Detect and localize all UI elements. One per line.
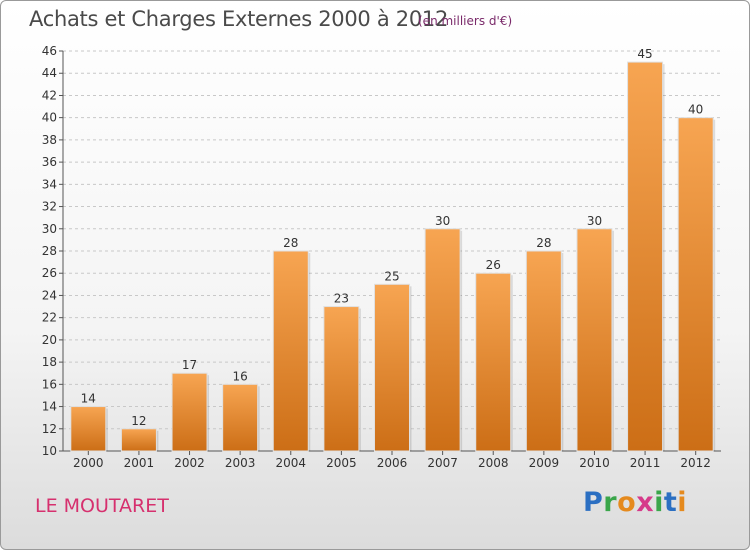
bar-2000 — [70, 406, 107, 452]
x-tick-label: 2006 — [377, 456, 408, 470]
x-tick-label: 2009 — [529, 456, 560, 470]
y-tick-label: 10 — [42, 444, 57, 458]
x-tick-label: 2011 — [630, 456, 661, 470]
x-tick-label: 2008 — [478, 456, 509, 470]
y-tick-label: 38 — [42, 133, 57, 147]
y-tick-label: 22 — [42, 311, 57, 325]
bar-2011 — [627, 61, 664, 452]
data-label: 45 — [637, 47, 652, 61]
y-tick-label: 16 — [42, 377, 57, 391]
chart-subtitle: (en milliers d'€) — [418, 14, 513, 28]
data-label: 26 — [486, 258, 501, 272]
data-label: 25 — [384, 269, 399, 283]
data-label: 28 — [283, 236, 298, 250]
data-labels: 14 12 17 16 28 23 25 30 26 28 30 45 40 — [81, 47, 704, 428]
bar-2007 — [424, 228, 461, 452]
x-tick-label: 2012 — [680, 456, 711, 470]
x-tick-label: 2005 — [326, 456, 357, 470]
y-tick-label: 14 — [42, 400, 57, 414]
x-tick-label: 2001 — [124, 456, 155, 470]
y-tick-label: 46 — [42, 44, 57, 58]
bar-2002 — [171, 372, 208, 452]
x-tick-label: 2004 — [275, 456, 306, 470]
bar-2009 — [525, 250, 562, 452]
x-tick-label: 2010 — [579, 456, 610, 470]
y-tick-label: 26 — [42, 266, 57, 280]
y-tick-label: 20 — [42, 333, 57, 347]
bar-2010 — [576, 228, 613, 452]
data-label: 28 — [536, 236, 551, 250]
data-label: 12 — [131, 414, 146, 428]
y-tick-label: 36 — [42, 155, 57, 169]
y-tick-label: 32 — [42, 200, 57, 214]
y-tick-label: 18 — [42, 355, 57, 369]
chart-title: Achats et Charges Externes 2000 à 2012 — [29, 7, 449, 31]
x-tick-label: 2007 — [427, 456, 458, 470]
x-tick-label: 2000 — [73, 456, 104, 470]
y-tick-label: 42 — [42, 88, 57, 102]
data-label: 14 — [81, 392, 96, 406]
bar-2006 — [374, 283, 410, 452]
bar-2005 — [323, 306, 360, 452]
data-label: 40 — [688, 103, 703, 117]
y-tick-label: 44 — [42, 66, 57, 80]
bar-2008 — [475, 272, 512, 452]
proxiti-logo: Proxiti — [583, 487, 688, 518]
y-axis-ticks: 10 12 14 16 18 20 22 24 26 28 30 32 34 36 38 40 42 44 46 — [42, 44, 721, 458]
y-tick-label: 24 — [42, 288, 57, 302]
data-label: 16 — [233, 369, 248, 383]
data-label: 23 — [334, 292, 349, 306]
data-label: 17 — [182, 358, 197, 372]
location-name: LE MOUTARET — [35, 495, 169, 517]
bar-2001 — [120, 428, 157, 452]
data-label: 30 — [435, 214, 450, 228]
x-tick-label: 2002 — [174, 456, 205, 470]
bar-2003 — [222, 383, 259, 452]
bar-2012 — [677, 117, 714, 452]
x-axis-ticks: 2000 2001 2002 2003 2004 2005 2006 2007 2008 2009… — [73, 451, 711, 470]
y-tick-label: 28 — [42, 244, 57, 258]
y-tick-label: 12 — [42, 422, 57, 436]
bar-2004 — [272, 250, 309, 452]
y-tick-label: 34 — [42, 177, 57, 191]
bars — [70, 61, 716, 452]
y-tick-label: 40 — [42, 111, 57, 125]
y-tick-label: 30 — [42, 222, 57, 236]
x-tick-label: 2003 — [225, 456, 256, 470]
data-label: 30 — [587, 214, 602, 228]
